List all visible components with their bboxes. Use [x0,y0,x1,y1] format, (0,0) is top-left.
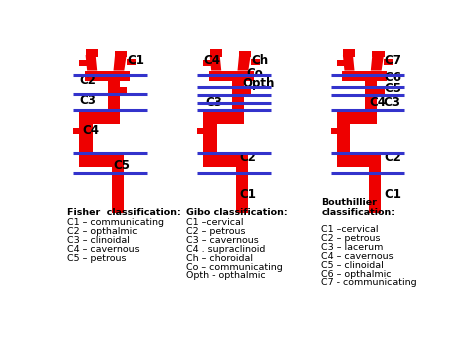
Polygon shape [80,60,89,66]
Polygon shape [197,128,205,135]
Text: C5: C5 [385,82,402,95]
Polygon shape [203,124,217,154]
Polygon shape [112,167,124,213]
Text: Ch – choroidal: Ch – choroidal [186,254,253,263]
Polygon shape [203,110,244,124]
Text: C2: C2 [385,151,401,164]
Text: C1 –cervical: C1 –cervical [321,225,379,234]
Text: C2: C2 [240,151,257,164]
Polygon shape [337,110,377,124]
Polygon shape [371,55,384,71]
Text: Bouthillier
classification:: Bouthillier classification: [321,198,395,217]
Polygon shape [236,167,247,213]
Polygon shape [127,59,136,65]
Text: C4: C4 [203,54,220,67]
Polygon shape [108,81,120,110]
Text: C1 – communicating: C1 – communicating [67,218,164,227]
Polygon shape [343,55,355,71]
Text: C1: C1 [240,187,257,201]
Text: Fisher  classification:: Fisher classification: [67,208,181,217]
Text: C4 . supraclinoid: C4 . supraclinoid [186,245,265,254]
Text: C2: C2 [80,74,96,87]
Polygon shape [337,124,350,154]
Polygon shape [244,87,251,94]
Text: Co – communicating: Co – communicating [186,262,283,271]
Text: C4 – cavernous: C4 – cavernous [321,252,394,261]
Text: Ch: Ch [251,54,269,67]
Text: C3: C3 [80,94,96,107]
Text: C5 – clinoidal: C5 – clinoidal [321,261,384,270]
Polygon shape [209,71,254,81]
Polygon shape [239,51,251,57]
Polygon shape [251,59,260,65]
Polygon shape [210,49,222,57]
Text: C2 – opthalmic: C2 – opthalmic [67,227,137,236]
Polygon shape [80,110,120,124]
Polygon shape [232,81,244,110]
Polygon shape [73,128,81,135]
Polygon shape [85,71,130,81]
Text: C3 – cavernous: C3 – cavernous [186,236,258,245]
Polygon shape [365,81,377,110]
Text: Gibo classification:: Gibo classification: [186,208,287,217]
Text: C1: C1 [385,187,401,201]
Text: C2 – petrous: C2 – petrous [321,234,381,243]
Polygon shape [115,51,128,57]
Polygon shape [373,51,385,57]
Polygon shape [80,124,92,154]
Polygon shape [113,55,127,71]
Text: C3: C3 [383,96,400,109]
Text: C4 – cavernous: C4 – cavernous [67,245,140,254]
Polygon shape [120,87,128,94]
Polygon shape [210,55,221,71]
Polygon shape [343,49,356,57]
Polygon shape [337,154,381,167]
Polygon shape [203,60,213,66]
Text: Co: Co [246,67,263,80]
Polygon shape [86,49,98,57]
Polygon shape [86,55,97,71]
Polygon shape [203,154,247,167]
Text: C7 - communicating: C7 - communicating [321,278,417,287]
Polygon shape [342,71,387,81]
Polygon shape [369,167,381,213]
Polygon shape [80,154,124,167]
Text: C7: C7 [385,54,401,67]
Text: C2 – petrous: C2 – petrous [186,227,245,236]
Text: C3: C3 [205,96,222,109]
Polygon shape [237,55,251,71]
Text: C3 – clinoidal: C3 – clinoidal [67,236,130,245]
Text: C6 – opthalmic: C6 – opthalmic [321,269,392,279]
Text: C4: C4 [82,124,100,137]
Text: C1: C1 [128,54,144,67]
Polygon shape [330,128,338,135]
Text: C3 – lacerum: C3 – lacerum [321,243,383,252]
Text: C5: C5 [113,159,130,172]
Text: Opth: Opth [242,77,274,90]
Text: C1 –cervical: C1 –cervical [186,218,243,227]
Text: Opth - opthalmic: Opth - opthalmic [186,271,265,280]
Polygon shape [384,59,393,65]
Text: C6: C6 [385,71,402,84]
Polygon shape [377,87,385,94]
Text: C4: C4 [369,96,386,109]
Polygon shape [337,60,346,66]
Text: C5 – petrous: C5 – petrous [67,254,127,263]
